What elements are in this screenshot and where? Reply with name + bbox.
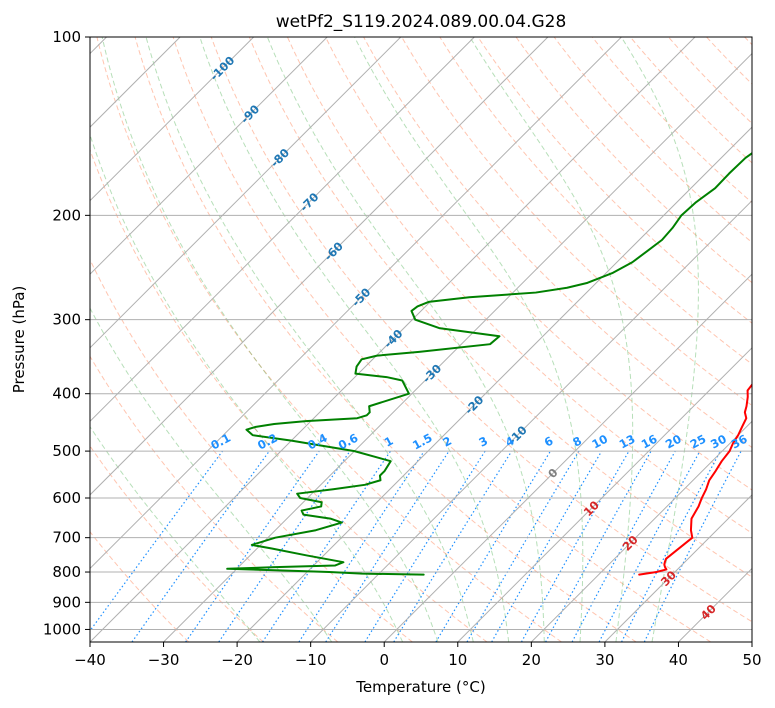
mixing-ratio-label: 16 bbox=[639, 432, 660, 452]
mixing-ratio-line bbox=[90, 450, 224, 632]
isotherm-line bbox=[90, 37, 328, 275]
y-tick-label: 500 bbox=[52, 442, 81, 460]
dry-adiabat bbox=[134, 37, 637, 642]
mixing-ratio-line bbox=[520, 450, 630, 642]
moist-adiabat bbox=[620, 37, 699, 642]
dry-adiabat bbox=[363, 37, 752, 449]
isotherm-line bbox=[90, 37, 622, 570]
x-tick-label: 0 bbox=[379, 651, 389, 669]
temperature-profile-line bbox=[638, 383, 752, 576]
y-tick-label: 400 bbox=[52, 385, 81, 403]
mixing-ratio-label: 20 bbox=[663, 432, 684, 452]
mixing-ratio-line bbox=[298, 450, 425, 642]
plot-frame bbox=[89, 36, 753, 643]
mixing-ratio-label: 36 bbox=[729, 432, 750, 452]
isotherm-line bbox=[457, 347, 752, 642]
x-tick-label: −10 bbox=[295, 651, 327, 669]
dry-adiabat bbox=[286, 37, 752, 534]
moist-adiabat bbox=[266, 37, 545, 642]
isotherms bbox=[90, 37, 752, 642]
isotherm-line bbox=[90, 37, 696, 642]
moist-adiabat bbox=[145, 37, 474, 642]
mixing-ratio-line bbox=[393, 450, 513, 642]
mixing-ratio-line bbox=[218, 450, 351, 642]
isotherm-line bbox=[90, 37, 255, 202]
dry-adiabat bbox=[591, 37, 752, 204]
y-axis-ticks: 100 200 300 400 500 600 700 800 900 1000 bbox=[43, 28, 90, 638]
y-tick-label: 600 bbox=[52, 489, 81, 507]
y-axis-title: Pressure (hPa) bbox=[10, 286, 28, 394]
x-tick-label: −40 bbox=[74, 651, 106, 669]
dry-adiabat bbox=[401, 37, 752, 407]
mixing-ratio-line bbox=[131, 450, 270, 642]
y-tick-label: 100 bbox=[52, 28, 81, 46]
dry-adiabat bbox=[439, 37, 752, 365]
dry-adiabat bbox=[248, 37, 752, 578]
isotherm-line bbox=[530, 420, 752, 642]
isotherm-line bbox=[236, 126, 752, 642]
plot-background bbox=[90, 37, 752, 642]
mixing-ratio-line bbox=[262, 450, 392, 642]
mixing-ratio-label: 13 bbox=[617, 432, 638, 452]
y-tick-label: 800 bbox=[52, 563, 81, 581]
x-tick-label: −30 bbox=[148, 651, 180, 669]
dry-adiabat bbox=[325, 37, 752, 491]
x-axis-ticks: −40 −30 −20 −10 0 10 20 30 40 50 bbox=[74, 642, 762, 669]
mixing-ratio-line bbox=[545, 450, 652, 642]
pressure-gridlines bbox=[90, 37, 752, 630]
isotherm-line bbox=[310, 199, 752, 642]
x-tick-label: 20 bbox=[522, 651, 541, 669]
dry-adiabat bbox=[90, 258, 413, 642]
isotherm-line bbox=[90, 37, 549, 496]
mixing-ratio-label: 25 bbox=[688, 432, 709, 452]
isotherm-line bbox=[90, 37, 475, 423]
moist-adiabat bbox=[90, 307, 333, 642]
mixing-ratio-label: 10 bbox=[589, 432, 610, 452]
mixing-ratio-line bbox=[643, 450, 742, 642]
x-tick-label: −20 bbox=[221, 651, 253, 669]
dry-adiabat bbox=[96, 37, 562, 642]
y-tick-label: 700 bbox=[52, 529, 81, 547]
mixing-ratio-line bbox=[325, 450, 450, 642]
dry-adiabat bbox=[172, 37, 712, 642]
moist-adiabat bbox=[90, 133, 404, 642]
x-tick-label: 30 bbox=[595, 651, 614, 669]
dewpoint-profile-line bbox=[226, 152, 752, 576]
x-tick-label: 50 bbox=[742, 651, 761, 669]
mixing-ratio-lines bbox=[90, 450, 742, 642]
y-tick-label: 300 bbox=[52, 311, 81, 329]
dry-adiabat bbox=[553, 37, 752, 244]
y-tick-label: 200 bbox=[52, 206, 81, 224]
mixing-ratio-line bbox=[571, 450, 676, 642]
y-tick-label: 1000 bbox=[43, 620, 81, 638]
dry-adiabat bbox=[90, 355, 339, 642]
dry-adiabat bbox=[477, 37, 752, 324]
isotherm-line bbox=[90, 37, 402, 349]
y-tick-label: 900 bbox=[52, 593, 81, 611]
x-tick-label: 10 bbox=[448, 651, 467, 669]
x-tick-label: 40 bbox=[669, 651, 688, 669]
x-axis-title: Temperature (°C) bbox=[355, 678, 485, 696]
chart-title: wetPf2_S119.2024.089.00.04.G28 bbox=[276, 12, 567, 32]
isotherm-line bbox=[604, 494, 752, 642]
mixing-ratio-line bbox=[185, 450, 320, 642]
isotherm-line bbox=[383, 273, 752, 642]
dry-adiabat bbox=[90, 531, 190, 642]
mixing-ratio-label: 30 bbox=[708, 432, 729, 452]
moist-adiabat bbox=[90, 425, 261, 642]
data-series bbox=[226, 152, 752, 576]
dry-adiabats bbox=[90, 37, 752, 642]
dry-adiabat bbox=[210, 37, 752, 623]
moist-adiabat bbox=[354, 37, 584, 642]
moist-adiabat bbox=[199, 37, 510, 642]
